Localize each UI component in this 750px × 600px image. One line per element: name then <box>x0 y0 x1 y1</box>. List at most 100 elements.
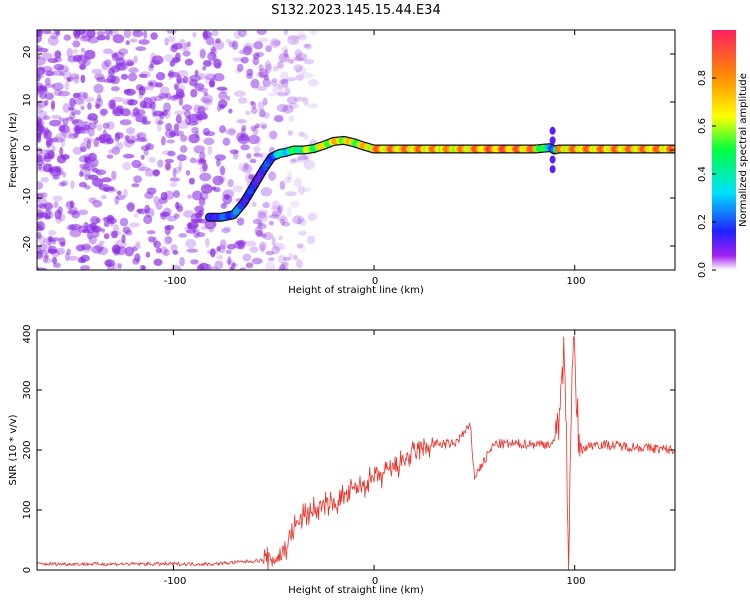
noise-blob <box>83 96 95 103</box>
noise-blob <box>92 168 99 173</box>
noise-blob <box>124 246 134 257</box>
noise-blob <box>295 53 308 62</box>
noise-blob <box>169 95 179 101</box>
noise-blob <box>57 206 63 215</box>
noise-blob <box>60 130 68 137</box>
noise-blob <box>50 100 56 110</box>
noise-blob <box>79 124 91 131</box>
noise-blob <box>73 98 85 105</box>
noise-blob <box>303 96 309 106</box>
noise-blob <box>47 210 54 219</box>
noise-blob <box>44 100 49 106</box>
noise-blob <box>205 36 215 46</box>
noise-blob <box>176 130 184 137</box>
noise-blob <box>68 133 79 140</box>
noise-blob <box>66 116 74 121</box>
noise-blob <box>199 172 212 182</box>
noise-blob <box>277 92 288 97</box>
noise-blob <box>257 101 265 111</box>
noise-blob <box>96 76 106 83</box>
noise-blob <box>162 150 174 156</box>
noise-blob <box>214 260 224 270</box>
noise-blob <box>284 86 291 96</box>
figure-title: S132.2023.145.15.44.E34 <box>271 3 440 18</box>
noise-blob <box>257 211 267 219</box>
noise-blob <box>37 47 49 53</box>
noise-blob <box>262 78 271 88</box>
noise-blob <box>114 195 120 205</box>
noise-blob <box>132 30 144 38</box>
noise-blob <box>77 91 87 101</box>
noise-blob <box>218 91 228 100</box>
noise-blob <box>178 96 184 106</box>
noise-blob <box>57 65 69 73</box>
noise-blob <box>66 47 73 58</box>
track-cell <box>670 145 675 153</box>
noise-blob <box>256 30 267 35</box>
noise-blob <box>310 30 318 36</box>
noise-blob <box>67 55 78 63</box>
noise-blob <box>84 174 90 181</box>
noise-blob <box>277 60 284 69</box>
noise-blob <box>270 80 278 87</box>
noise-blob <box>135 46 147 52</box>
noise-blob <box>274 114 284 123</box>
noise-blob <box>226 243 236 250</box>
noise-blob <box>271 200 280 210</box>
noise-blob <box>37 223 42 229</box>
noise-blob <box>91 245 103 254</box>
noise-blob <box>80 265 90 270</box>
colorbar-label: Normalized spectral amplitude <box>738 73 749 227</box>
noise-blob <box>293 254 298 261</box>
noise-blob <box>80 47 85 53</box>
noise-blob <box>249 158 257 164</box>
noise-blob <box>273 242 286 251</box>
noise-blob <box>240 133 249 142</box>
noise-blob <box>98 240 105 245</box>
noise-scatter <box>37 30 319 270</box>
noise-blob <box>237 119 247 124</box>
noise-blob <box>238 30 247 38</box>
noise-blob <box>101 228 106 233</box>
noise-blob <box>226 259 232 265</box>
noise-blob <box>172 168 177 178</box>
noise-blob <box>288 102 299 109</box>
noise-blob <box>216 254 224 260</box>
snr-x-tick-labels: -100 0 100 <box>164 576 586 587</box>
noise-blob <box>287 35 300 46</box>
noise-blob <box>74 125 81 135</box>
noise-blob <box>105 188 117 193</box>
noise-blob <box>133 55 138 64</box>
noise-blob <box>148 81 154 87</box>
noise-blob <box>265 250 275 256</box>
noise-blob <box>135 116 147 123</box>
noise-blob <box>248 134 260 145</box>
noise-blob <box>231 262 236 270</box>
noise-blob <box>37 204 43 211</box>
noise-blob <box>153 258 163 266</box>
noise-blob <box>120 108 131 117</box>
noise-blob <box>109 99 116 109</box>
noise-blob <box>111 230 118 239</box>
noise-blob <box>262 232 274 241</box>
noise-blob <box>280 71 289 81</box>
noise-blob <box>183 210 195 218</box>
noise-blob <box>303 43 311 48</box>
noise-blob <box>191 113 203 124</box>
noise-blob <box>173 123 180 133</box>
noise-blob <box>88 174 99 180</box>
noise-blob <box>213 73 225 82</box>
noise-blob <box>40 85 46 90</box>
noise-blob <box>163 109 171 119</box>
noise-blob <box>251 257 263 265</box>
noise-blob <box>98 134 106 144</box>
noise-blob <box>87 231 93 240</box>
noise-blob <box>37 124 45 135</box>
noise-blob <box>221 228 231 234</box>
noise-blob <box>81 34 92 42</box>
noise-blob <box>160 191 168 201</box>
y-tick-label: 20 <box>22 46 33 59</box>
noise-blob <box>79 166 91 177</box>
noise-blob <box>169 181 178 188</box>
noise-blob <box>258 37 269 43</box>
